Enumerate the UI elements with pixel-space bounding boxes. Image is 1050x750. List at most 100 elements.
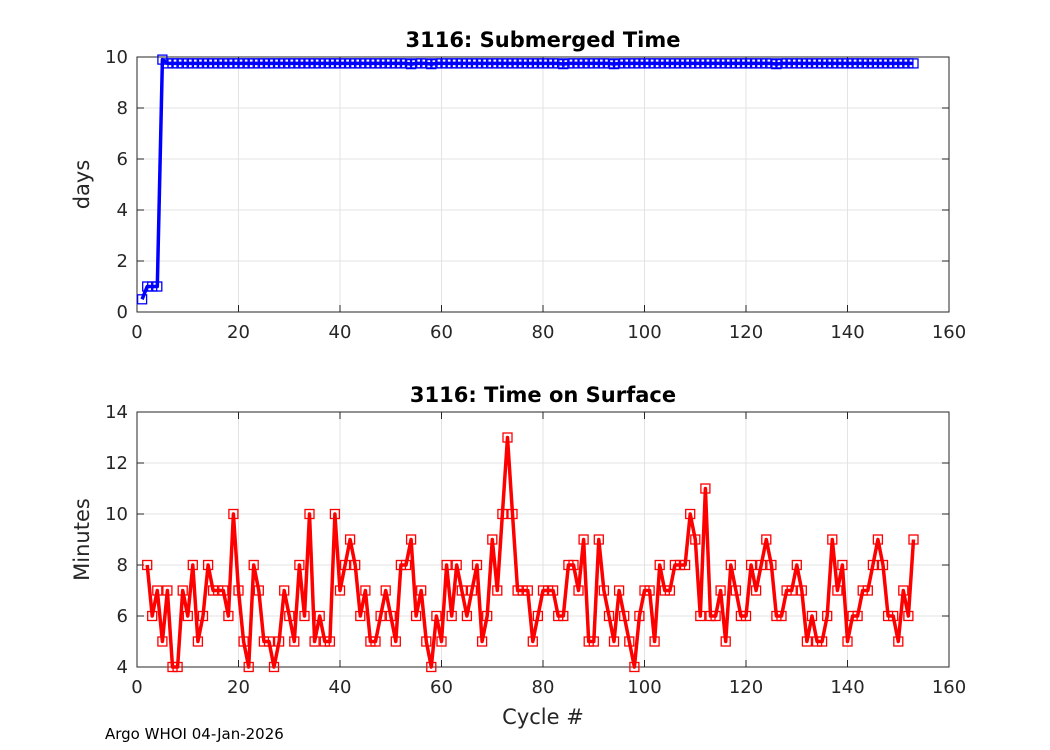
y-tick-label: 8 xyxy=(117,555,128,576)
data-point-marker xyxy=(745,559,757,571)
x-tick-label: 40 xyxy=(329,322,352,343)
data-point-marker xyxy=(309,636,320,647)
data-point-marker xyxy=(700,483,711,494)
data-point-marker xyxy=(740,610,752,622)
data-point-marker xyxy=(750,585,762,596)
data-point-marker xyxy=(730,585,742,596)
data-point-marker xyxy=(152,585,163,596)
x-tick-label: 0 xyxy=(131,322,142,343)
data-point-marker xyxy=(908,534,919,545)
data-point-marker xyxy=(862,585,873,596)
y-tick-label: 10 xyxy=(105,504,128,525)
data-point-marker xyxy=(390,636,401,647)
x-tick-label: 60 xyxy=(430,322,453,343)
chart-title: 3116: Submerged Time xyxy=(405,28,680,52)
data-point-marker xyxy=(482,610,493,622)
footer-credit: Argo WHOI 04-Jan-2026 xyxy=(105,725,284,743)
data-point-marker xyxy=(649,636,660,647)
data-point-marker xyxy=(522,585,533,596)
data-point-marker xyxy=(725,559,736,571)
data-point-marker xyxy=(547,585,559,596)
data-point-marker xyxy=(573,585,584,596)
data-point-marker xyxy=(263,636,275,647)
data-point-marker xyxy=(527,636,538,647)
data-point-marker xyxy=(284,610,295,622)
data-point-marker xyxy=(776,610,787,622)
data-point-marker xyxy=(355,610,366,622)
data-point-marker xyxy=(329,508,341,520)
data-point-marker xyxy=(629,661,640,673)
data-point-marker xyxy=(497,508,508,520)
data-point-marker xyxy=(690,534,701,545)
data-point-marker xyxy=(898,585,909,596)
data-point-marker xyxy=(228,508,239,520)
y-tick-label: 0 xyxy=(117,302,128,323)
data-point-marker xyxy=(801,636,813,647)
data-point-marker xyxy=(400,559,412,571)
data-point-marker xyxy=(182,610,193,622)
data-point-marker xyxy=(187,559,198,571)
data-point-marker xyxy=(502,432,513,443)
data-point-marker xyxy=(451,559,462,571)
data-point-marker xyxy=(197,610,209,622)
data-point-marker xyxy=(852,610,863,622)
data-point-marker xyxy=(624,636,635,647)
data-point-marker xyxy=(806,610,818,622)
chart-title: 3116: Time on Surface xyxy=(410,383,676,407)
y-tick-label: 4 xyxy=(117,200,128,221)
data-point-marker xyxy=(761,534,772,545)
x-tick-label: 120 xyxy=(729,322,763,343)
data-point-marker xyxy=(619,610,630,622)
data-point-marker xyxy=(334,585,346,596)
data-point-marker xyxy=(613,585,625,596)
data-point-marker xyxy=(147,610,158,622)
submerged-time-chart: 0 20 40 60 80 100 120 140 160 0 2 4 6 8 10 3116: Submer… xyxy=(70,28,966,343)
data-point-marker xyxy=(791,559,802,571)
data-point-marker xyxy=(268,661,280,673)
y-tick-label: 4 xyxy=(117,657,128,678)
surface-time-chart: 0 20 40 60 80 100 120 140 160 4 6 8 10 12 14 3116: Time… xyxy=(70,383,966,729)
data-point-marker xyxy=(142,559,153,571)
x-tick-label: 40 xyxy=(329,677,352,698)
y-tick-label: 12 xyxy=(105,453,128,474)
data-point-marker xyxy=(593,534,604,545)
data-point-marker xyxy=(279,585,290,596)
data-point-marker xyxy=(426,661,437,673)
data-point-marker xyxy=(421,636,432,647)
x-tick-label: 100 xyxy=(627,677,661,698)
data-point-marker xyxy=(568,559,579,571)
data-point-marker xyxy=(903,610,914,622)
x-tick-label: 0 xyxy=(131,677,142,698)
data-point-marker xyxy=(360,585,371,596)
y-tick-label: 14 xyxy=(105,402,128,423)
data-point-marker xyxy=(654,559,665,571)
x-tick-label: 20 xyxy=(227,322,250,343)
data-point-marker xyxy=(238,636,249,647)
data-point-marker xyxy=(202,559,214,571)
data-point-marker xyxy=(558,610,569,622)
data-point-marker xyxy=(466,585,478,596)
data-point-marker xyxy=(786,585,797,596)
data-point-marker xyxy=(375,610,386,622)
data-point-marker xyxy=(446,610,457,622)
y-tick-label: 6 xyxy=(117,606,128,627)
data-point-marker xyxy=(685,508,696,520)
y-axis-label: Minutes xyxy=(70,498,94,581)
y-tick-label: 8 xyxy=(117,98,128,119)
data-point-marker xyxy=(294,559,305,571)
data-point-marker xyxy=(476,636,488,647)
data-point-marker xyxy=(837,559,848,571)
data-point-marker xyxy=(664,585,676,596)
data-point-marker xyxy=(756,559,767,571)
x-tick-label: 80 xyxy=(532,677,555,698)
data-point-marker xyxy=(715,585,726,596)
y-tick-label: 6 xyxy=(117,149,128,170)
x-tick-label: 160 xyxy=(932,322,966,343)
data-point-marker xyxy=(223,610,234,622)
data-point-marker xyxy=(273,636,285,647)
data-point-marker xyxy=(877,559,889,571)
data-point-marker xyxy=(867,559,879,571)
data-point-marker xyxy=(339,559,351,571)
data-point-marker xyxy=(487,534,498,545)
